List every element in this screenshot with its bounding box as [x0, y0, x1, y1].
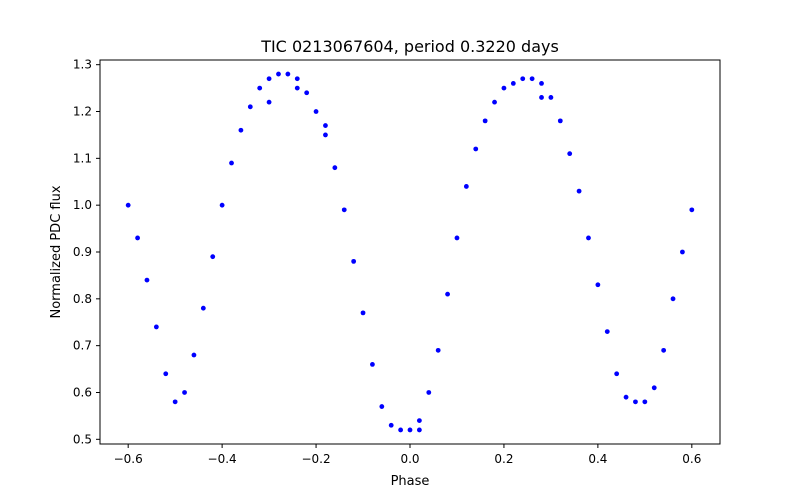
data-point	[633, 399, 638, 405]
data-point	[210, 254, 216, 260]
data-point	[454, 235, 460, 241]
data-point	[125, 202, 131, 208]
y-tick-label: 1.3	[73, 58, 92, 72]
data-point	[661, 347, 667, 353]
x-tick-label: −0.2	[301, 452, 330, 466]
data-point	[219, 202, 225, 208]
chart-title: TIC 0213067604, period 0.3220 days	[260, 37, 559, 56]
data-point	[492, 99, 497, 105]
outlier-point	[539, 95, 544, 100]
data-point	[332, 165, 338, 171]
x-tick-label: 0.2	[494, 452, 513, 466]
data-point	[135, 235, 140, 241]
x-tick-label: −0.4	[208, 452, 237, 466]
outlier-point	[294, 85, 300, 91]
data-point	[229, 160, 234, 166]
data-point	[200, 305, 206, 311]
y-tick-label: 0.8	[73, 292, 92, 306]
data-point	[341, 207, 347, 213]
data-point	[463, 184, 469, 189]
data-point	[182, 390, 187, 395]
data-point	[172, 399, 178, 405]
data-point	[407, 427, 413, 433]
plot-frame	[99, 59, 721, 445]
plot-area	[100, 60, 720, 444]
data-point	[520, 76, 526, 82]
data-point	[689, 207, 695, 213]
data-point	[651, 385, 657, 391]
data-point	[388, 422, 394, 428]
data-point	[360, 310, 366, 316]
data-point	[623, 394, 629, 400]
y-tick-label: 1.1	[73, 151, 92, 165]
data-point	[379, 404, 385, 409]
data-point	[163, 371, 169, 377]
data-point	[426, 390, 432, 395]
x-tick-label: 0.0	[400, 452, 419, 466]
axes: −0.6 −0.4 −0.2 0.0 0.2 0.4 0.6 0.5 0.6 0.7 0.8 0.9 1…	[73, 58, 701, 466]
data-point	[595, 282, 601, 288]
data-point	[304, 90, 310, 96]
data-point	[435, 347, 441, 353]
data-point	[416, 418, 422, 423]
x-tick-label: −0.6	[114, 452, 143, 466]
data-point	[294, 76, 300, 82]
outlier-point	[416, 427, 422, 433]
data-point	[539, 81, 544, 86]
data-point	[247, 104, 253, 110]
data-point	[529, 76, 535, 82]
data-point	[680, 249, 685, 255]
y-tick-label: 0.9	[73, 245, 92, 259]
data-point	[238, 127, 244, 133]
data-point	[370, 361, 375, 367]
data-point	[642, 399, 648, 405]
x-axis-label: Phase	[391, 474, 430, 489]
data-point	[257, 85, 263, 91]
y-axis-label: Normalized PDC flux	[49, 185, 64, 318]
data-point	[144, 277, 150, 283]
data-point	[576, 188, 582, 194]
data-point	[153, 324, 159, 330]
data-point	[501, 85, 507, 91]
x-tick-label: 0.6	[682, 452, 701, 466]
data-point	[557, 118, 563, 124]
data-point	[191, 352, 197, 358]
data-point	[398, 427, 404, 433]
data-point	[670, 296, 676, 302]
data-point	[313, 109, 319, 114]
data-markers	[125, 71, 695, 433]
data-point	[285, 71, 291, 77]
data-point	[586, 235, 591, 241]
data-point	[473, 146, 479, 152]
y-tick-label: 1.0	[73, 198, 92, 212]
outlier-point	[323, 123, 328, 128]
data-point	[614, 371, 620, 377]
data-point	[266, 76, 272, 82]
data-point	[604, 329, 610, 335]
data-point	[445, 291, 450, 297]
data-point	[567, 151, 573, 157]
y-tick-label: 1.2	[73, 105, 92, 119]
data-point	[323, 132, 328, 138]
data-point	[482, 118, 488, 124]
x-tick-label: 0.4	[588, 452, 607, 466]
data-point	[510, 81, 516, 86]
data-point	[548, 95, 554, 100]
y-tick-label: 0.6	[73, 385, 92, 399]
outlier-point	[266, 99, 272, 105]
data-point	[276, 71, 281, 77]
y-tick-label: 0.7	[73, 339, 92, 353]
data-point	[351, 258, 357, 264]
y-tick-label: 0.5	[73, 432, 92, 446]
